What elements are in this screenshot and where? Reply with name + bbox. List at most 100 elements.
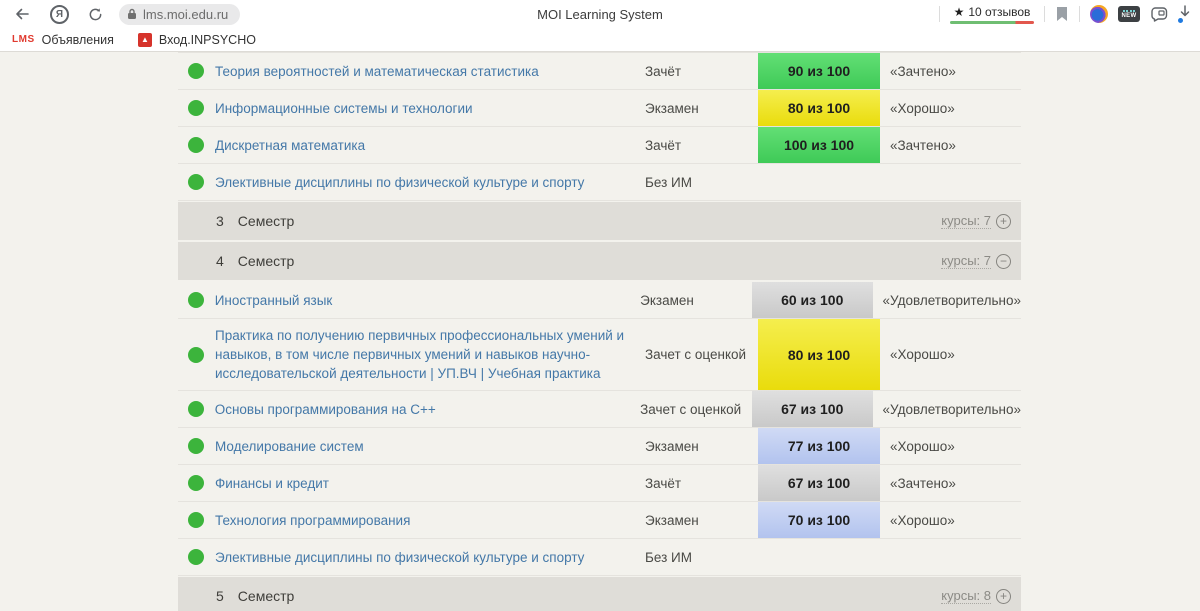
- status-dot-icon: [188, 174, 204, 190]
- download-progress-dot: [1178, 18, 1183, 23]
- star-icon: ★: [953, 4, 965, 19]
- reviews-button[interactable]: ★ 10 отзывов: [950, 5, 1034, 24]
- refresh-icon: [89, 7, 101, 20]
- courses-count-link[interactable]: курсы: 7: [941, 253, 991, 269]
- course-link[interactable]: Технология программирования: [215, 512, 411, 528]
- course-link[interactable]: Теория вероятностей и математическая ста…: [215, 63, 539, 79]
- grade-text: «Хорошо»: [890, 438, 955, 454]
- lms-favicon: LMS: [12, 34, 35, 45]
- grade-text: «Хорошо»: [890, 347, 955, 362]
- score-value: 70 из 100: [787, 512, 851, 528]
- course-link[interactable]: Информационные системы и технологии: [215, 100, 473, 116]
- back-button[interactable]: [8, 2, 36, 26]
- score-cell: 67 из 100: [751, 391, 873, 427]
- semester-row: 3 Семестр курсы: 7 +: [178, 202, 1021, 240]
- semester-label: Семестр: [237, 253, 295, 269]
- collapse-icon[interactable]: −: [996, 253, 1011, 269]
- semester-label: Семестр: [237, 588, 295, 604]
- course-link[interactable]: Финансы и кредит: [215, 475, 329, 491]
- course-link[interactable]: Дискретная математика: [215, 137, 366, 153]
- score-cell: 80 из 100: [758, 90, 880, 126]
- status-dot-icon: [188, 549, 204, 565]
- sidebar-panel-icon[interactable]: [1150, 6, 1168, 22]
- course-link[interactable]: Иностранный язык: [214, 292, 333, 308]
- courses-count-link[interactable]: курсы: 8: [941, 588, 991, 604]
- course-row: Иностранный язык Экзамен 60 из 100 «Удов…: [178, 282, 1021, 319]
- control-type: Экзамен: [645, 438, 699, 454]
- grade-text: «Зачтено»: [890, 63, 956, 79]
- bookmark-label: Вход.INPSYCHO: [158, 32, 256, 47]
- download-button[interactable]: [1178, 5, 1192, 23]
- course-link[interactable]: Элективные дисциплины по физической куль…: [215, 174, 585, 190]
- grade-text: «Зачтено»: [890, 475, 956, 491]
- control-type: Без ИМ: [645, 174, 692, 190]
- courses-count-link[interactable]: курсы: 7: [941, 213, 991, 229]
- grade-text: «Хорошо»: [890, 100, 955, 116]
- grade-text: «Хорошо»: [890, 512, 955, 528]
- course-row: Теория вероятностей и математическая ста…: [178, 53, 1021, 90]
- bookmark-icon[interactable]: [1055, 6, 1069, 22]
- rating-bar: [950, 20, 1034, 24]
- status-dot-icon: [188, 137, 204, 153]
- course-row: Технология программирования Экзамен 70 и…: [178, 502, 1021, 539]
- score-value: 80 из 100: [787, 100, 851, 116]
- divider: [1079, 6, 1080, 22]
- grade-text: «Зачтено»: [890, 137, 956, 153]
- score-cell: 100 из 100: [758, 127, 880, 163]
- course-row: Элективные дисциплины по физической куль…: [178, 539, 1021, 576]
- divider: [939, 6, 940, 22]
- semester-label: Семестр: [237, 213, 295, 229]
- grade-text: [880, 539, 1021, 575]
- course-row: Дискретная математика Зачёт 100 из 100 «…: [178, 127, 1021, 164]
- score-value: 80 из 100: [787, 346, 851, 363]
- score-value: 77 из 100: [787, 438, 851, 454]
- course-row: Финансы и кредит Зачёт 67 из 100 «Зачтен…: [178, 465, 1021, 502]
- inpsycho-favicon: ▲: [137, 32, 152, 47]
- url-text: lms.moi.edu.ru: [143, 6, 229, 22]
- course-row: Информационные системы и технологии Экза…: [178, 90, 1021, 127]
- course-row: Основы программирования на C++ Зачет с о…: [178, 391, 1021, 428]
- semester-row: 4 Семестр курсы: 7 −: [178, 242, 1021, 280]
- address-bar[interactable]: lms.moi.edu.ru: [119, 3, 241, 25]
- course-row: Элективные дисциплины по физической куль…: [178, 164, 1021, 201]
- course-link[interactable]: Моделирование систем: [215, 438, 364, 454]
- bookmark-inpsycho[interactable]: ▲ Вход.INPSYCHO: [137, 32, 256, 47]
- extension-browser-icon[interactable]: [1090, 5, 1108, 23]
- grade-text: «Удовлетворительно»: [882, 401, 1021, 417]
- status-dot-icon: [188, 292, 204, 308]
- new-extension-icon[interactable]: NEW: [1118, 6, 1140, 22]
- status-dot-icon: [188, 100, 204, 116]
- score-cell: 70 из 100: [758, 502, 880, 538]
- score-cell: 90 из 100: [758, 53, 880, 89]
- score-value: 67 из 100: [781, 401, 844, 417]
- bookmark-announcements[interactable]: LMS Объявления: [12, 33, 114, 47]
- control-type: Экзамен: [645, 512, 699, 528]
- score-cell: [758, 164, 880, 200]
- control-type: Зачет с оценкой: [640, 401, 742, 417]
- course-row: Моделирование систем Экзамен 77 из 100 «…: [178, 428, 1021, 465]
- bookmarks-bar: LMS Объявления ▲ Вход.INPSYCHO: [0, 28, 1200, 52]
- score-value: 90 из 100: [787, 63, 851, 79]
- course-link[interactable]: Основы программирования на C++: [214, 401, 436, 417]
- status-dot-icon: [188, 475, 204, 491]
- control-type: Экзамен: [645, 100, 699, 116]
- score-value: 100 из 100: [783, 137, 855, 153]
- download-arrow-icon: [1180, 5, 1190, 17]
- yandex-button[interactable]: Я: [50, 4, 69, 24]
- expand-icon[interactable]: +: [996, 213, 1011, 229]
- score-cell: 67 из 100: [758, 465, 880, 501]
- course-link[interactable]: Практика по получению первичных професси…: [215, 328, 625, 381]
- status-dot-icon: [188, 512, 204, 528]
- score-cell: 77 из 100: [758, 428, 880, 464]
- control-type: Зачет с оценкой: [645, 347, 747, 362]
- score-cell: 80 из 100: [758, 319, 880, 390]
- refresh-button[interactable]: [81, 2, 109, 26]
- grades-table: Теория вероятностей и математическая ста…: [178, 52, 1021, 611]
- reviews-count: 10 отзывов: [968, 4, 1031, 19]
- expand-icon[interactable]: +: [996, 588, 1011, 604]
- course-row: Практика по получению первичных професси…: [178, 319, 1021, 391]
- grade-text: «Удовлетворительно»: [882, 292, 1021, 308]
- course-link[interactable]: Элективные дисциплины по физической куль…: [215, 549, 585, 565]
- status-dot-icon: [188, 401, 204, 417]
